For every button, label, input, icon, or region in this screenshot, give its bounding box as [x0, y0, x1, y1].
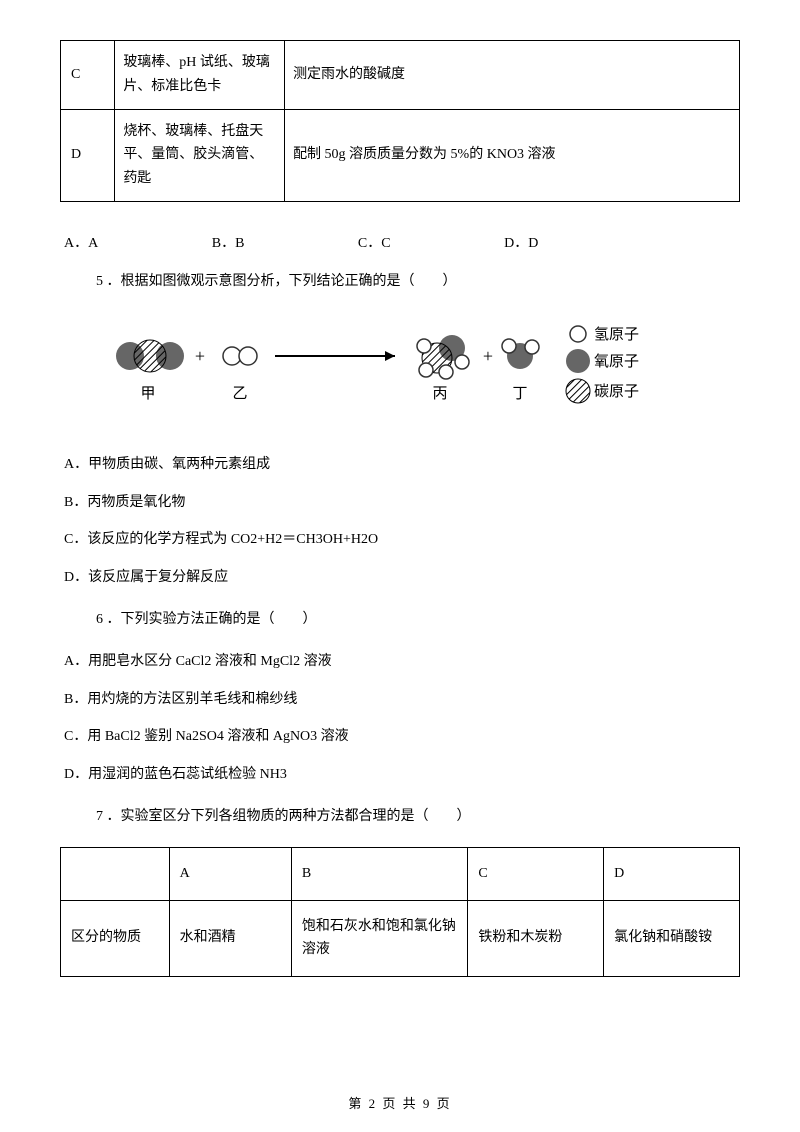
- q6-option-c: C．用 BaCl2 鉴别 Na2SO4 溶液和 AgNO3 溶液: [64, 725, 740, 749]
- q6-option-b: B．用灼烧的方法区别羊毛线和棉纱线: [64, 688, 740, 712]
- option-a: A．A: [64, 232, 98, 252]
- cell-label: D: [61, 109, 115, 201]
- reaction-diagram: 甲 + 乙 丙 + 丁: [100, 316, 740, 431]
- molecule-ding: [502, 339, 539, 369]
- options-row: A．A B．B C．C D．D: [60, 232, 740, 252]
- plus-icon: +: [195, 346, 205, 366]
- legend-o: 氧原子: [594, 353, 639, 370]
- q5-option-c: C．该反应的化学方程式为 CO2+H2＝CH3OH+H2O: [64, 528, 740, 552]
- table-row: D 烧杯、玻璃棒、托盘天平、量筒、胶头滴管、药匙 配制 50g 溶质质量分数为 …: [61, 109, 740, 201]
- q5-option-a: A．甲物质由碳、氧两种元素组成: [64, 453, 740, 477]
- table-q7: A B C D 区分的物质 水和酒精 饱和石灰水和饱和氯化钠溶液 铁粉和木炭粉 …: [60, 847, 740, 977]
- label-yi: 乙: [232, 386, 247, 402]
- cell: 铁粉和木炭粉: [468, 900, 604, 977]
- table-row: 区分的物质 水和酒精 饱和石灰水和饱和氯化钠溶液 铁粉和木炭粉 氯化钠和硝酸铵: [61, 900, 740, 977]
- cell: 饱和石灰水和饱和氯化钠溶液: [291, 900, 468, 977]
- cell-purpose: 测定雨水的酸碱度: [285, 41, 740, 110]
- q6-option-d: D．用湿润的蓝色石蕊试纸检验 NH3: [64, 763, 740, 787]
- cell-header: B: [291, 847, 468, 900]
- q5-option-d: D．该反应属于复分解反应: [64, 566, 740, 590]
- legend-h: 氢原子: [594, 326, 639, 343]
- molecule-yi: [223, 347, 257, 365]
- cell-header: D: [604, 847, 740, 900]
- label-bing: 丙: [432, 386, 447, 402]
- table-row: C 玻璃棒、pH 试纸、玻璃片、标准比色卡 测定雨水的酸碱度: [61, 41, 740, 110]
- cell-materials: 烧杯、玻璃棒、托盘天平、量筒、胶头滴管、药匙: [115, 109, 285, 201]
- cell-rowlabel: 区分的物质: [61, 900, 170, 977]
- question-7: 7 ．实验室区分下列各组物质的两种方法都合理的是（ ）: [96, 805, 740, 829]
- table-row: A B C D: [61, 847, 740, 900]
- label-jia: 甲: [140, 386, 155, 402]
- molecule-jia: [116, 340, 184, 372]
- page-footer: 第 2 页 共 9 页: [60, 1093, 740, 1112]
- cell-materials: 玻璃棒、pH 试纸、玻璃片、标准比色卡: [115, 41, 285, 110]
- cell-blank: [61, 847, 170, 900]
- cell-label: C: [61, 41, 115, 110]
- label-ding: 丁: [512, 386, 527, 402]
- arrow-head: [385, 351, 395, 361]
- cell-header: C: [468, 847, 604, 900]
- question-6: 6 ．下列实验方法正确的是（ ）: [96, 608, 740, 632]
- option-b: B．B: [212, 232, 245, 252]
- cell-purpose: 配制 50g 溶质质量分数为 5%的 KNO3 溶液: [285, 109, 740, 201]
- plus-icon: +: [483, 346, 493, 366]
- cell: 氯化钠和硝酸铵: [604, 900, 740, 977]
- q6-option-a: A．用肥皂水区分 CaCl2 溶液和 MgCl2 溶液: [64, 650, 740, 674]
- molecule-bing: [417, 335, 469, 379]
- cell-header: A: [169, 847, 291, 900]
- cell: 水和酒精: [169, 900, 291, 977]
- option-c: C．C: [358, 232, 391, 252]
- option-d: D．D: [504, 232, 538, 252]
- question-5: 5 ．根据如图微观示意图分析，下列结论正确的是（ ）: [96, 270, 740, 294]
- diagram-svg: 甲 + 乙 丙 + 丁: [100, 316, 660, 426]
- legend: 氢原子 氧原子 碳原子: [566, 326, 639, 403]
- legend-c: 碳原子: [594, 383, 639, 400]
- q5-option-b: B．丙物质是氧化物: [64, 491, 740, 515]
- table-experiments: C 玻璃棒、pH 试纸、玻璃片、标准比色卡 测定雨水的酸碱度 D 烧杯、玻璃棒、…: [60, 40, 740, 202]
